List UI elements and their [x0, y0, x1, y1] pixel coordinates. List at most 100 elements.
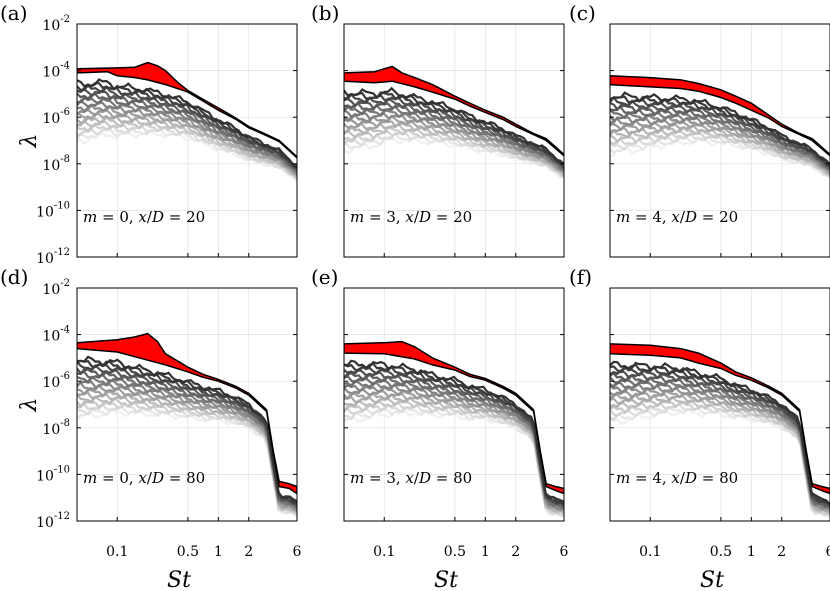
leading-mode-band: [344, 65, 564, 157]
leading-mode-band: [77, 61, 297, 159]
mode-line-1: [344, 359, 564, 503]
x-tick-label: 0.5: [710, 544, 732, 560]
mode-line-5: [344, 97, 564, 169]
axes-frame: [609, 287, 830, 522]
y-tick-label: 10-12: [36, 247, 70, 267]
mode-line-11: [77, 383, 297, 511]
mode-annotation: m = 4, x/D = 20: [616, 208, 738, 226]
panel-label: (b): [311, 1, 339, 25]
mode-line-10: [344, 384, 564, 512]
leading-mode-band: [610, 75, 830, 157]
panel-label: (f): [569, 265, 592, 289]
x-tick-label: 1: [747, 544, 756, 560]
plot-area: [344, 65, 564, 179]
mode-annotation: m = 0, x/D = 20: [83, 208, 205, 226]
y-axis-title: λ: [17, 134, 42, 149]
axes-frame: [343, 287, 565, 522]
mode-line-16: [344, 125, 564, 177]
mode-line-19: [610, 135, 830, 178]
y-tick-label: 10-4: [42, 61, 70, 81]
plot-area: [610, 343, 830, 518]
y-tick-label: 10-8: [42, 154, 70, 174]
axes-frame: [76, 287, 298, 522]
axes-frame: [609, 23, 830, 258]
mode-line-7: [344, 375, 564, 508]
y-tick-label: 10-2: [42, 14, 70, 34]
mode-line-15: [610, 126, 830, 176]
mode-line-2: [610, 363, 830, 506]
plot-area: [77, 332, 297, 518]
x-tick-label: 1: [481, 544, 490, 560]
mode-line-3: [77, 360, 297, 506]
mode-line-11: [344, 385, 564, 510]
x-tick-label: 2: [244, 544, 253, 560]
leading-mode-band: [344, 340, 564, 495]
mode-line-4: [610, 99, 830, 168]
x-axis-title: St: [434, 568, 458, 591]
plot-area: [610, 75, 830, 179]
panel-b: (b) m = 3, x/D = 20: [311, 1, 565, 258]
y-tick-label: 10-4: [42, 325, 70, 345]
mode-line-1: [610, 91, 830, 165]
y-tick-label: 10-6: [42, 371, 70, 391]
mode-line-14: [77, 393, 297, 513]
mode-line-1: [610, 360, 830, 506]
y-tick-label: 10-10: [36, 200, 70, 220]
panel-a: 10-2 10-4 10-6 10-8 10-10 10-12 λ (a) m = 0, x/D…: [0, 1, 298, 267]
mode-line-1: [344, 86, 564, 165]
y-tick-label: 10-2: [42, 278, 70, 298]
panel-d: 10-2 10-4 10-6 10-8 10-10 10-12 λ 0.1 0.5 1 2 6 St (d…: [0, 265, 302, 591]
mode-line-18: [344, 403, 564, 516]
panel-c: (c) m = 4, x/D = 20: [569, 1, 830, 258]
x-axis-title: St: [700, 568, 724, 591]
mode-line-14: [344, 393, 564, 514]
mode-line-15: [77, 395, 297, 512]
x-tick-label: 0.5: [444, 544, 466, 560]
axes-frame: [343, 23, 565, 258]
x-tick-label: 6: [826, 544, 830, 560]
y-tick-label: 10-12: [36, 511, 70, 531]
x-tick-label: 2: [511, 544, 520, 560]
panel-label: (e): [311, 265, 338, 289]
leading-mode-band: [77, 332, 297, 495]
panel-e: 0.1 0.5 1 2 6 St (e) m = 3, x/D = 80: [311, 265, 569, 591]
mode-line-12: [344, 114, 564, 174]
mode-line-1: [77, 355, 297, 503]
plot-area: [77, 61, 297, 183]
x-axis-title: St: [167, 568, 191, 591]
x-tick-label: 0.1: [373, 544, 395, 560]
x-tick-label: 0.1: [639, 544, 661, 560]
mode-annotation: m = 3, x/D = 20: [350, 208, 472, 226]
mode-annotation: m = 0, x/D = 80: [83, 469, 205, 487]
y-axis-title: λ: [17, 398, 42, 413]
y-tick-label: 10-10: [36, 464, 70, 484]
leading-mode-band: [610, 343, 830, 495]
mode-line-7: [77, 373, 297, 509]
mode-line-11: [610, 386, 830, 510]
axes-frame: [76, 23, 298, 258]
panel-f: 0.1 0.5 1 2 6 St (f) m = 4, x/D = 80: [569, 265, 830, 591]
x-tick-label: 6: [293, 544, 302, 560]
panel-label: (c): [569, 1, 596, 25]
x-tick-label: 0.5: [177, 544, 199, 560]
y-tick-label: 10-6: [42, 107, 70, 127]
mode-line-17: [610, 400, 830, 517]
panel-label: (a): [0, 1, 28, 25]
mode-annotation: m = 3, x/D = 80: [350, 469, 472, 487]
mode-line-5: [77, 90, 297, 171]
x-tick-label: 2: [777, 544, 786, 560]
mode-annotation: m = 4, x/D = 80: [616, 469, 738, 487]
mode-line-16: [77, 119, 297, 179]
x-tick-label: 0.1: [106, 544, 128, 560]
mode-line-6: [610, 374, 830, 508]
mode-line-1: [77, 78, 297, 169]
plot-area: [344, 340, 564, 518]
panel-label: (d): [0, 265, 28, 289]
mode-line-8: [344, 105, 564, 172]
x-tick-label: 1: [214, 544, 223, 560]
mode-line-3: [344, 365, 564, 505]
mode-line-19: [344, 132, 564, 179]
x-tick-label: 6: [560, 544, 569, 560]
y-tick-label: 10-8: [42, 418, 70, 438]
